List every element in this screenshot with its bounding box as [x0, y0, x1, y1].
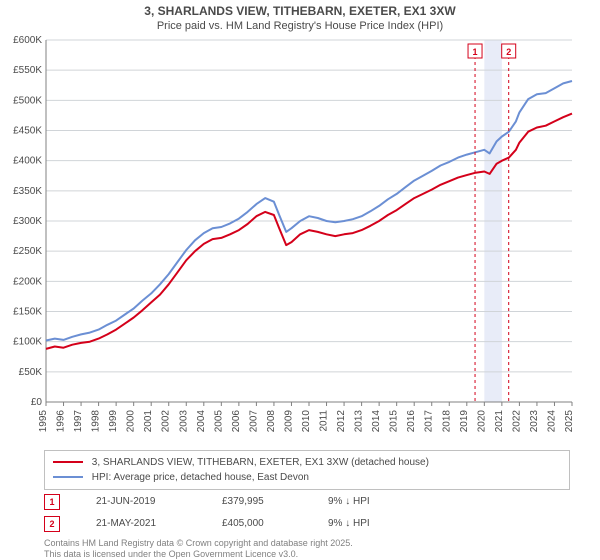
svg-text:£250K: £250K: [13, 246, 42, 257]
svg-text:£300K: £300K: [13, 216, 42, 227]
marker-badge-1: 1: [44, 494, 60, 510]
data-row-2: 2 21-MAY-2021 £405,000 9% ↓ HPI: [44, 516, 570, 532]
svg-text:£400K: £400K: [13, 155, 42, 166]
legend-swatch-2: [53, 476, 83, 478]
svg-text:2007: 2007: [248, 409, 259, 432]
footnote-line1: Contains HM Land Registry data © Crown c…: [44, 538, 570, 549]
legend-label-1: 3, SHARLANDS VIEW, TITHEBARN, EXETER, EX…: [92, 457, 429, 468]
svg-text:2025: 2025: [564, 409, 575, 432]
svg-text:2005: 2005: [213, 409, 224, 432]
svg-text:2001: 2001: [143, 409, 154, 432]
marker-badge-2: 2: [44, 516, 60, 532]
svg-text:2024: 2024: [546, 409, 557, 432]
svg-text:£450K: £450K: [13, 125, 42, 136]
svg-text:2: 2: [506, 47, 511, 57]
legend-swatch-1: [53, 461, 83, 463]
svg-text:2002: 2002: [161, 409, 172, 432]
data-price-1: £379,995: [222, 496, 292, 507]
svg-text:1996: 1996: [56, 409, 67, 432]
svg-text:2014: 2014: [371, 409, 382, 432]
svg-text:£500K: £500K: [13, 95, 42, 106]
svg-text:£350K: £350K: [13, 185, 42, 196]
svg-text:£150K: £150K: [13, 306, 42, 317]
data-date-2: 21-MAY-2021: [96, 518, 186, 529]
svg-text:2009: 2009: [283, 409, 294, 432]
svg-text:2013: 2013: [354, 409, 365, 432]
svg-text:2010: 2010: [301, 409, 312, 432]
svg-text:2020: 2020: [476, 409, 487, 432]
svg-text:1997: 1997: [73, 409, 84, 432]
svg-text:£0: £0: [31, 397, 43, 408]
svg-text:2011: 2011: [319, 409, 330, 431]
svg-text:1995: 1995: [38, 409, 49, 432]
chart-area: £0 £50K £100K £150K £200K £250K £300K £350K £400…: [2, 32, 598, 446]
svg-text:2000: 2000: [126, 409, 137, 432]
svg-text:2004: 2004: [196, 409, 207, 432]
chart-title-line2: Price paid vs. HM Land Registry's House …: [0, 20, 600, 32]
legend-label-2: HPI: Average price, detached house, East…: [92, 472, 309, 483]
svg-text:2006: 2006: [231, 409, 242, 432]
svg-text:2017: 2017: [424, 409, 435, 432]
legend: 3, SHARLANDS VIEW, TITHEBARN, EXETER, EX…: [44, 450, 570, 490]
svg-text:£100K: £100K: [13, 336, 42, 347]
data-date-1: 21-JUN-2019: [96, 496, 186, 507]
data-row-1: 1 21-JUN-2019 £379,995 9% ↓ HPI: [44, 494, 570, 510]
svg-text:2003: 2003: [178, 409, 189, 432]
legend-item-1: 3, SHARLANDS VIEW, TITHEBARN, EXETER, EX…: [53, 455, 561, 470]
chart-title-line1: 3, SHARLANDS VIEW, TITHEBARN, EXETER, EX…: [0, 0, 600, 20]
svg-text:1: 1: [473, 47, 478, 57]
svg-text:£50K: £50K: [19, 366, 43, 377]
svg-text:2015: 2015: [389, 409, 400, 432]
svg-text:£200K: £200K: [13, 276, 42, 287]
svg-text:£600K: £600K: [13, 35, 42, 46]
footnote-line2: This data is licensed under the Open Gov…: [44, 549, 570, 560]
svg-text:2023: 2023: [529, 409, 540, 432]
chart-container: 3, SHARLANDS VIEW, TITHEBARN, EXETER, EX…: [0, 0, 600, 560]
line-chart-svg: £0 £50K £100K £150K £200K £250K £300K £350K £400…: [2, 32, 598, 446]
legend-item-2: HPI: Average price, detached house, East…: [53, 470, 561, 485]
data-table: 1 21-JUN-2019 £379,995 9% ↓ HPI 2 21-MAY…: [44, 494, 570, 532]
data-price-2: £405,000: [222, 518, 292, 529]
svg-text:2012: 2012: [336, 409, 347, 432]
data-delta-2: 9% ↓ HPI: [328, 518, 370, 529]
svg-text:1999: 1999: [108, 409, 119, 432]
svg-text:2021: 2021: [494, 409, 505, 432]
svg-text:2022: 2022: [511, 409, 522, 432]
data-delta-1: 9% ↓ HPI: [328, 496, 370, 507]
svg-text:2019: 2019: [459, 409, 470, 432]
svg-text:1998: 1998: [91, 409, 102, 432]
svg-text:2018: 2018: [441, 409, 452, 432]
svg-text:2008: 2008: [266, 409, 277, 432]
svg-text:2016: 2016: [406, 409, 417, 432]
footnote: Contains HM Land Registry data © Crown c…: [44, 538, 570, 560]
svg-text:£550K: £550K: [13, 65, 42, 76]
